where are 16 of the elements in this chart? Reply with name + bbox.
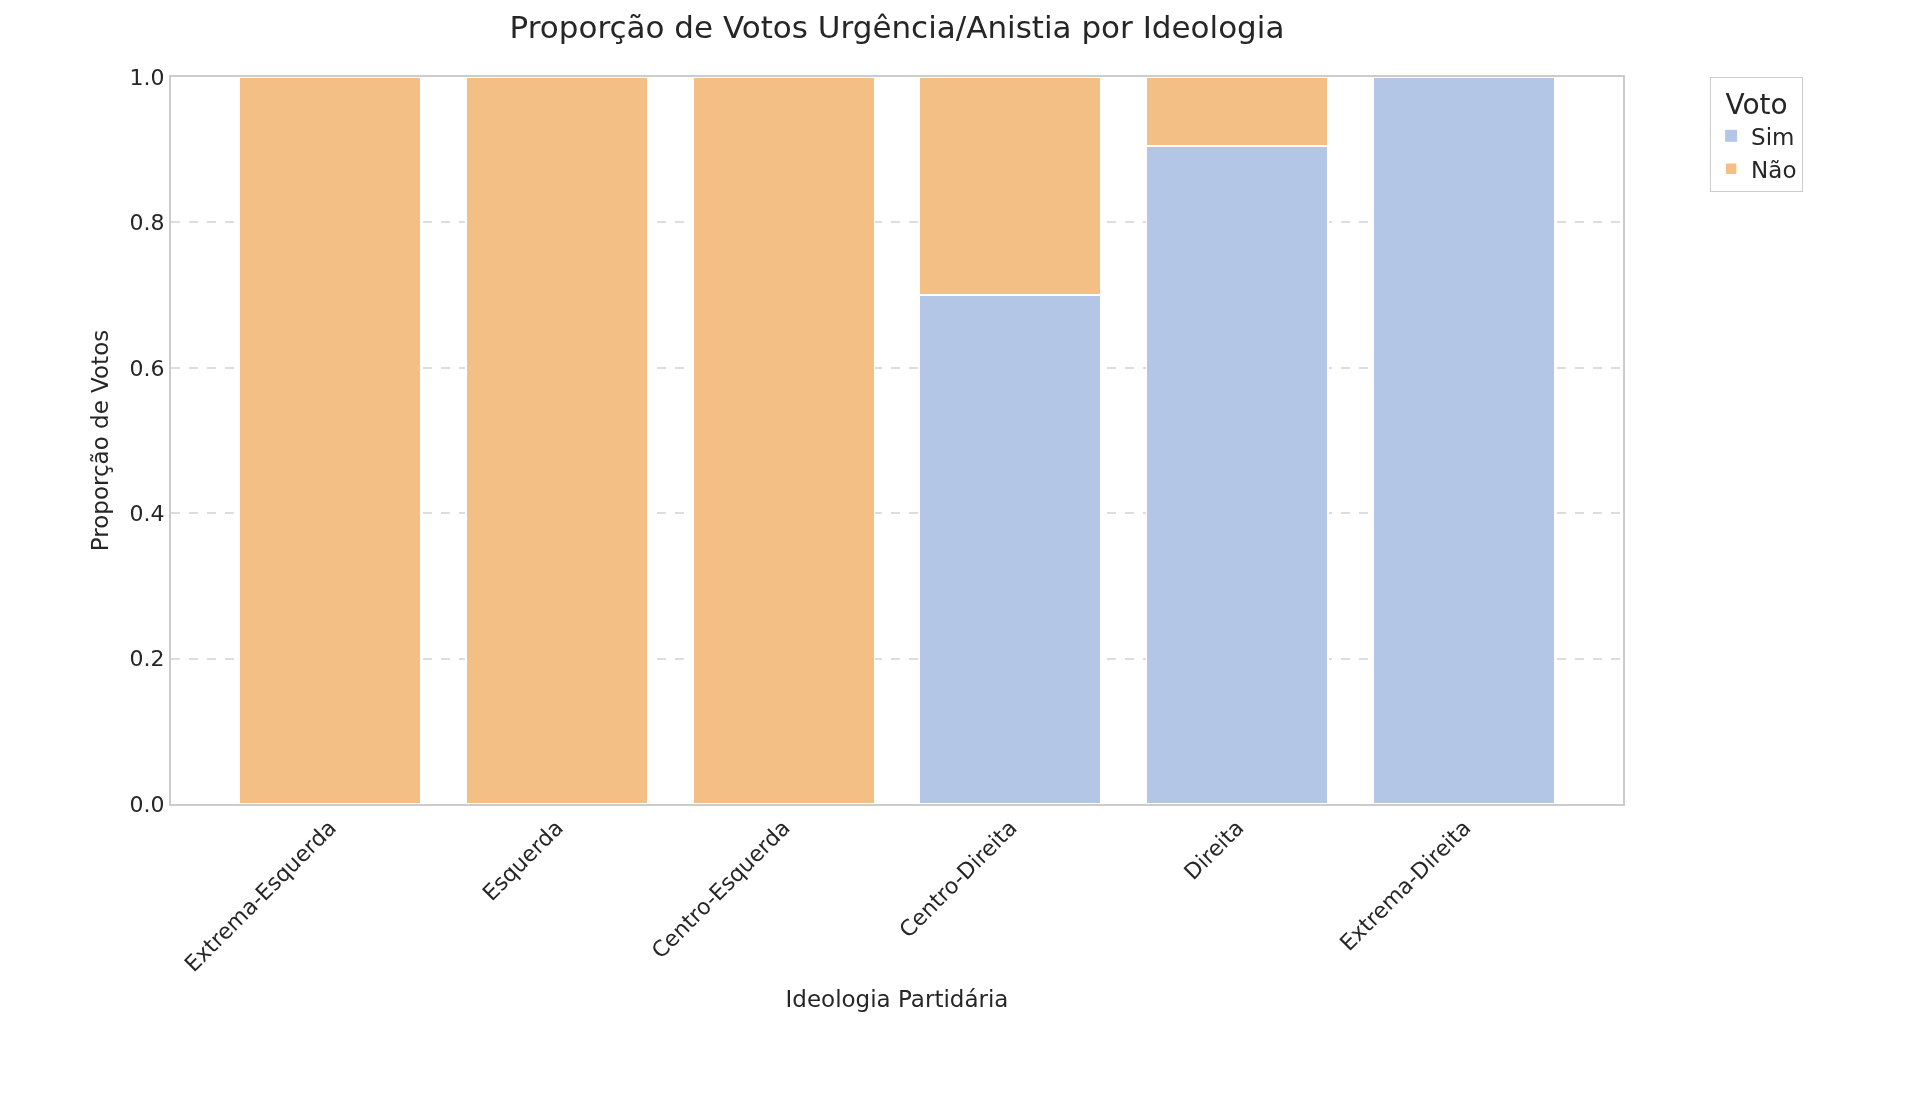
bar [692, 77, 876, 804]
bar [465, 77, 649, 804]
bar [1372, 77, 1556, 804]
bar [238, 77, 422, 804]
legend-label: Não [1751, 156, 1797, 183]
y-tick-label: 0.2 [129, 646, 165, 672]
legend-label: Sim [1751, 123, 1795, 150]
y-tick-label: 0.8 [129, 210, 165, 236]
y-tick-label: 0.6 [129, 355, 165, 381]
y-tick-label: 0.4 [129, 500, 165, 526]
y-tick-label: 0.0 [129, 791, 165, 817]
chart-title: Proporção de Votos Urgência/Anistia por Ideologia [509, 9, 1285, 46]
y-axis-title: Proporção de Votos [86, 329, 113, 552]
legend-title: Voto [1725, 88, 1788, 122]
x-axis-title: Ideologia Partidária [785, 985, 1009, 1012]
y-tick-label: 1.0 [129, 64, 165, 90]
